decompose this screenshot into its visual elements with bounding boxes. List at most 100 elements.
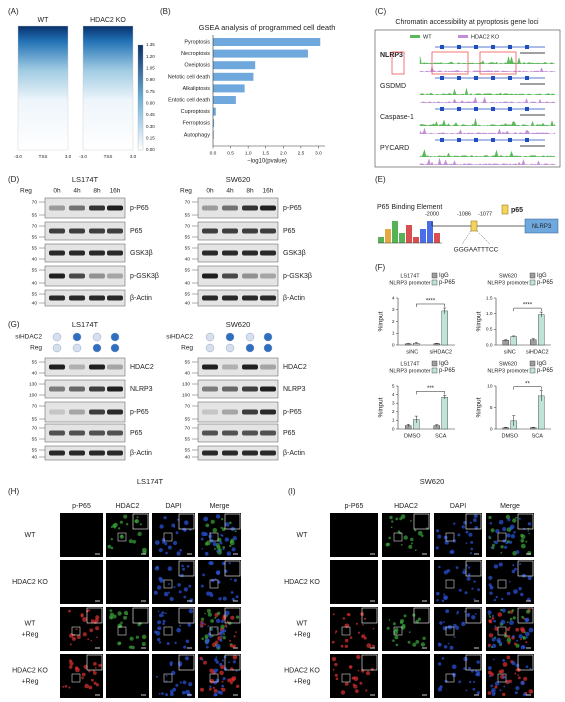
cell-signal: [494, 626, 499, 631]
x-tick-label: siNC: [406, 349, 418, 355]
cell-signal: [488, 515, 492, 520]
cell-signal: [466, 576, 471, 581]
cell-signal: [174, 641, 177, 644]
cell-signal: [201, 637, 204, 640]
cell-signal: [455, 566, 459, 569]
cell-signal: [172, 687, 177, 692]
cell-signal: [210, 619, 215, 623]
panel-label: (A): [8, 7, 19, 16]
mw-marker: 55: [32, 447, 38, 453]
cell-signal: [408, 631, 411, 633]
band: [202, 386, 218, 392]
cell-signal: [461, 621, 466, 627]
panel-label: (H): [8, 487, 19, 496]
band: [260, 205, 276, 211]
cell-signal: [204, 542, 209, 546]
cell-signal: [444, 540, 449, 545]
cell-signal: [134, 519, 138, 523]
gene-label: NLRP3: [380, 52, 403, 59]
cell-signal: [188, 608, 194, 614]
cell-signal: [132, 540, 137, 544]
y-tick-label: 0.5: [486, 327, 493, 333]
mw-marker: 40: [32, 256, 38, 262]
cell-signal: [221, 680, 224, 683]
cell-signal: [365, 671, 371, 676]
logo-letter: [427, 221, 433, 243]
cell-signal: [221, 684, 225, 688]
inset: [224, 654, 241, 671]
inset-region: [117, 626, 127, 636]
row-label: WT: [297, 620, 309, 627]
band: [202, 450, 218, 456]
band: [260, 250, 276, 256]
coverage-track: [419, 96, 556, 104]
cell-signal: [208, 561, 212, 565]
cell-signal: [523, 631, 526, 634]
micrograph: [382, 654, 430, 698]
inset: [465, 654, 482, 671]
chart-subtitle: NLRP3 promoter: [487, 280, 528, 286]
cell-signal: [76, 635, 81, 639]
cell-signal: [388, 619, 391, 621]
chart-title: SW620: [499, 361, 517, 367]
y-axis-label: %input: [378, 311, 385, 331]
cell-signal: [528, 532, 530, 535]
condition-dot: [72, 332, 82, 342]
cell-signal: [229, 521, 232, 525]
cell-signal: [215, 693, 218, 696]
cell-signal: [175, 531, 179, 535]
cell-signal: [168, 583, 171, 585]
cell-signal: [493, 619, 496, 623]
panel-title: P65 Binding Element: [377, 204, 442, 211]
protein-label: p-GSK3β: [130, 273, 159, 280]
cell-signal: [165, 674, 168, 677]
cell-signal: [123, 615, 128, 620]
bar: [510, 336, 517, 346]
cell-signal: [525, 631, 530, 637]
cell-signal: [340, 690, 346, 695]
bar: [213, 107, 216, 116]
cell-signal: [522, 636, 527, 640]
band: [222, 273, 238, 279]
y-tick-label: 10: [487, 383, 493, 389]
cell-signal: [182, 680, 187, 685]
cell-signal: [216, 549, 220, 553]
band: [260, 450, 276, 456]
mw-marker: 55: [185, 234, 191, 240]
cell-signal: [436, 599, 439, 602]
logo-letter: [434, 233, 440, 243]
cell-signal: [215, 656, 218, 659]
cell-signal: [163, 516, 167, 520]
cell-signal: [471, 615, 476, 620]
cell-signal: [185, 639, 190, 644]
highlight-box: [479, 51, 517, 75]
band: [69, 364, 85, 370]
cell-signal: [527, 522, 532, 526]
mw-marker: 40: [185, 300, 191, 306]
protein-label: HDAC2: [130, 364, 154, 371]
cell-signal: [184, 520, 189, 525]
band: [69, 430, 85, 436]
cell-signal: [222, 596, 227, 601]
cell-signal: [81, 676, 84, 680]
category-label: Alkaliptosis: [182, 86, 210, 92]
cell-signal: [202, 573, 206, 577]
band: [69, 250, 85, 256]
coverage-track: [419, 56, 556, 65]
cell-signal: [90, 619, 95, 623]
cell-signal: [502, 658, 506, 662]
inset-region: [209, 579, 219, 589]
cell-signal: [395, 643, 399, 647]
cell-signal: [499, 689, 502, 692]
logo-letter: [406, 225, 412, 243]
y-tick-label: 4: [392, 392, 395, 398]
y-tick-label: 0: [490, 426, 493, 432]
micrograph: [60, 654, 103, 698]
colorbar-tick-label: 1.20: [146, 54, 155, 59]
cell-signal: [391, 520, 394, 523]
mw-marker: 55: [185, 436, 191, 442]
inset: [465, 607, 482, 624]
band: [242, 250, 258, 256]
cell-signal: [177, 583, 181, 587]
cell-signal: [506, 591, 511, 596]
